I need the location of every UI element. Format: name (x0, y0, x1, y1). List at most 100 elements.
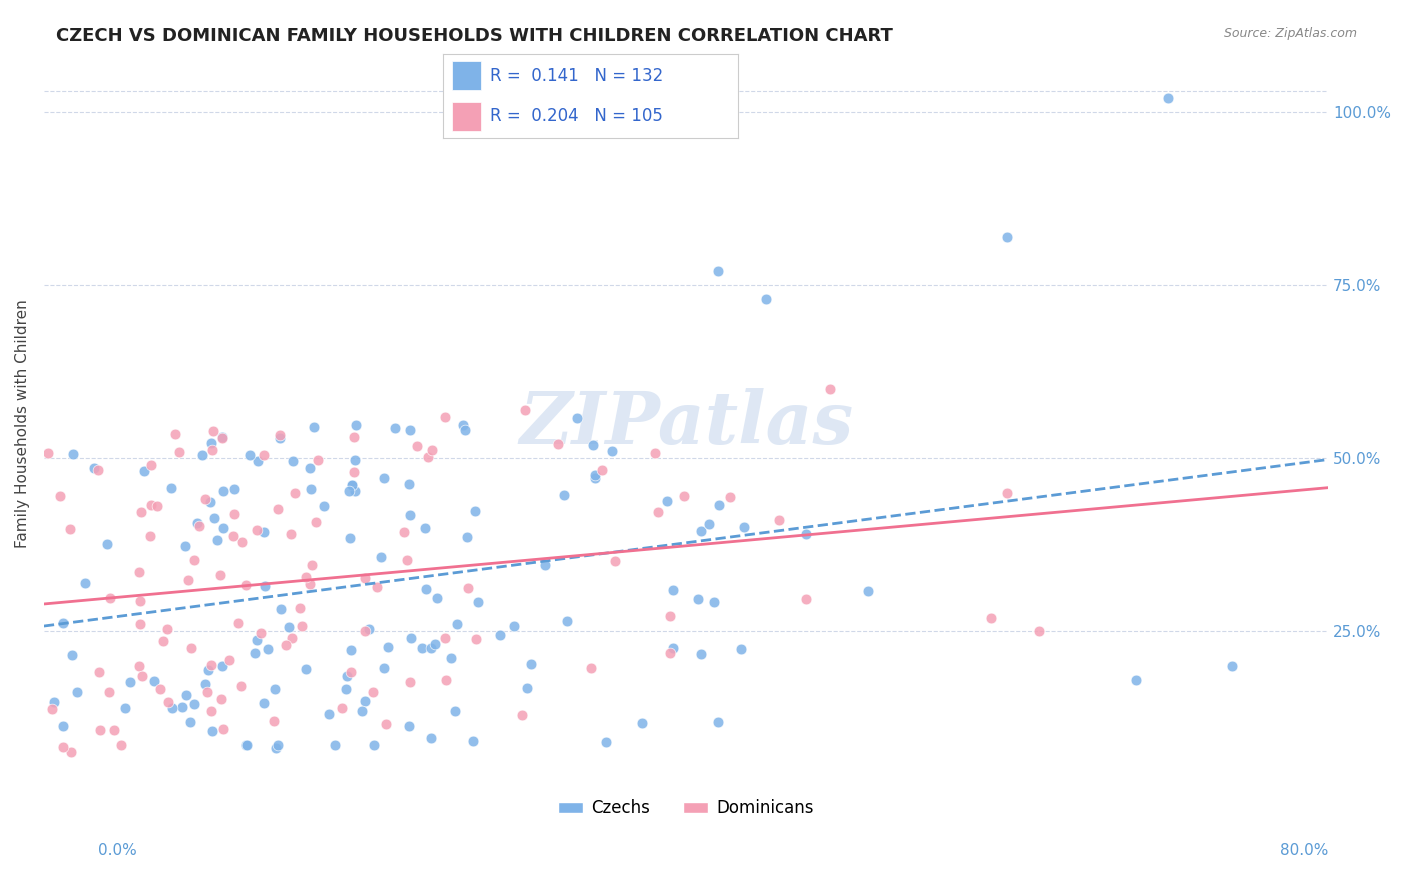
Point (202, 424, 225, 438)
Point (423, 637, 446, 651)
Point (298, 577, 321, 591)
Point (267, 502, 290, 516)
Point (211, 658, 233, 673)
Point (582, 438, 605, 452)
Point (110, 738, 132, 752)
Point (60, 648, 83, 663)
Point (359, 622, 381, 636)
Point (222, 529, 245, 543)
Point (583, 467, 606, 482)
Point (510, 707, 533, 722)
Point (264, 740, 287, 755)
Point (211, 430, 233, 444)
Point (280, 526, 302, 541)
Point (363, 738, 385, 752)
Point (703, 595, 725, 609)
Point (659, 647, 682, 661)
Point (451, 418, 474, 433)
Point (103, 723, 125, 737)
Point (173, 539, 195, 553)
Point (160, 481, 183, 495)
Point (59, 745, 82, 759)
Point (464, 504, 486, 518)
Point (139, 498, 162, 512)
Point (655, 494, 678, 508)
Point (707, 264, 730, 278)
Text: 80.0%: 80.0% (1281, 843, 1329, 858)
Point (350, 704, 373, 718)
Point (579, 660, 602, 674)
Point (250, 626, 273, 640)
Point (411, 641, 433, 656)
Point (420, 640, 443, 655)
Point (647, 505, 669, 519)
Point (89, 723, 111, 737)
Point (794, 592, 817, 607)
Point (426, 591, 449, 605)
Point (516, 681, 538, 695)
Point (415, 521, 437, 535)
Point (366, 580, 388, 594)
Text: Source: ZipAtlas.com: Source: ZipAtlas.com (1223, 27, 1357, 40)
Point (235, 578, 257, 592)
Point (398, 719, 420, 733)
Point (398, 508, 420, 522)
Point (138, 529, 160, 543)
Point (794, 527, 817, 541)
Point (673, 489, 696, 503)
Point (686, 591, 709, 606)
Point (980, 610, 1002, 624)
Point (139, 458, 162, 472)
Point (301, 558, 323, 572)
Point (152, 633, 174, 648)
Point (342, 478, 364, 492)
Point (344, 417, 367, 432)
Point (162, 701, 184, 715)
Point (208, 568, 231, 582)
Point (690, 524, 713, 538)
Point (41, 702, 63, 716)
Point (591, 463, 613, 477)
Point (858, 584, 880, 599)
Point (768, 513, 790, 527)
Point (157, 695, 180, 709)
Point (194, 492, 217, 507)
Point (212, 723, 235, 737)
Point (52, 615, 75, 630)
Point (662, 641, 685, 656)
Point (600, 443, 623, 458)
Point (281, 631, 304, 645)
Point (370, 549, 392, 564)
Point (201, 723, 224, 738)
Point (1125, 673, 1147, 687)
Point (995, 229, 1018, 244)
Point (658, 609, 681, 624)
Point (343, 466, 366, 480)
Point (183, 553, 205, 567)
Point (246, 454, 269, 468)
Bar (451, 102, 481, 130)
Y-axis label: Family Households with Children: Family Households with Children (15, 300, 30, 548)
Point (243, 646, 266, 660)
Point (690, 647, 713, 661)
Point (128, 659, 150, 673)
Point (114, 701, 136, 715)
Point (603, 554, 626, 568)
Point (415, 582, 437, 596)
Point (291, 619, 314, 633)
Point (294, 663, 316, 677)
Point (464, 632, 486, 646)
Point (59, 522, 82, 536)
Point (456, 530, 478, 544)
Point (709, 498, 731, 512)
Point (212, 520, 235, 534)
Point (200, 436, 222, 450)
Point (167, 445, 190, 459)
Point (354, 694, 377, 708)
Point (270, 601, 292, 615)
Point (132, 464, 155, 478)
Text: R =  0.141   N = 132: R = 0.141 N = 132 (491, 67, 664, 85)
Point (340, 665, 363, 680)
Point (172, 699, 194, 714)
Point (253, 448, 276, 462)
